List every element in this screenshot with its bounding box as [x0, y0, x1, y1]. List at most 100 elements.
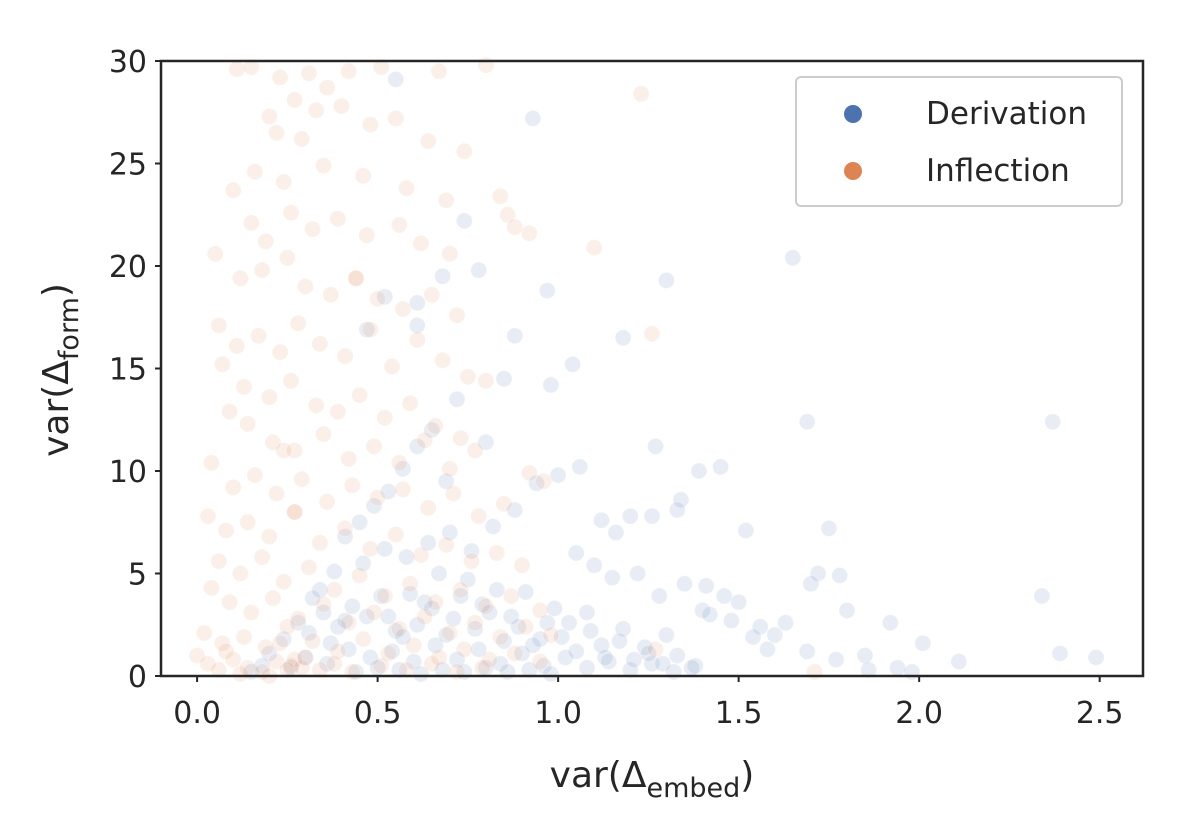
inflection-point — [286, 442, 304, 459]
derivation-point — [372, 587, 390, 605]
inflection-point — [246, 163, 264, 181]
derivation-point — [657, 626, 675, 644]
inflection-point — [354, 630, 372, 648]
inflection-point — [502, 587, 520, 605]
derivation-point — [405, 653, 423, 671]
inflection-point — [271, 68, 289, 86]
derivation-point — [722, 612, 740, 630]
inflection-point — [477, 372, 495, 390]
inflection-point — [278, 661, 296, 679]
derivation-point — [950, 653, 968, 671]
legend: Derivation Inflection — [795, 76, 1123, 207]
inflection-point — [203, 579, 220, 597]
inflection-point — [231, 269, 249, 287]
derivation-point — [448, 651, 466, 669]
inflection-point — [271, 343, 289, 361]
inflection-point — [365, 437, 383, 455]
inflection-point — [318, 79, 336, 97]
inflection-point — [488, 544, 506, 562]
y-tick-label: 0 — [128, 660, 147, 695]
inflection-point — [213, 355, 231, 373]
inflection-point — [426, 593, 444, 611]
inflection-point — [293, 130, 311, 148]
derivation-point — [408, 437, 426, 455]
inflection-point — [315, 595, 332, 613]
derivation-point — [686, 657, 704, 675]
inflection-point — [448, 306, 466, 324]
derivation-point — [856, 647, 874, 664]
derivation-point — [607, 524, 625, 541]
inflection-point — [481, 651, 498, 669]
inflection-point — [210, 661, 228, 679]
inflection-point — [239, 415, 257, 433]
inflection-point — [325, 655, 343, 673]
derivation-point — [593, 636, 610, 654]
derivation-point — [351, 513, 369, 531]
inflection-point — [221, 403, 239, 421]
derivation-point — [820, 519, 838, 537]
derivation-point — [448, 390, 466, 408]
derivation-point — [506, 501, 524, 519]
derivation-point — [322, 634, 340, 652]
y-tick-label: 20 — [109, 250, 147, 285]
inflection-point — [452, 581, 470, 599]
derivation-point — [629, 565, 647, 582]
legend-box — [795, 76, 1123, 207]
inflection-point — [513, 556, 531, 574]
inflection-point — [632, 85, 650, 103]
derivation-point — [549, 466, 567, 484]
derivation-point — [798, 413, 816, 431]
x-tick-label: 1.0 — [534, 696, 582, 731]
inflection-point — [441, 624, 459, 642]
derivation-point — [289, 614, 307, 632]
inflection-point — [188, 647, 206, 664]
derivation-point — [365, 497, 383, 515]
derivation-point — [567, 642, 585, 660]
derivation-point — [524, 109, 542, 127]
inflection-point — [506, 645, 524, 662]
inflection-point — [585, 239, 603, 257]
derivation-point — [379, 608, 397, 625]
derivation-point — [737, 522, 755, 539]
inflection-point — [466, 614, 484, 632]
inflection-point — [278, 249, 296, 267]
inflection-point — [376, 587, 394, 605]
inflection-point — [361, 321, 379, 339]
inflection-point — [412, 546, 430, 564]
inflection-point — [336, 347, 354, 365]
derivation-point — [766, 626, 784, 644]
inflection-point — [242, 214, 260, 232]
derivation-point — [318, 655, 336, 673]
derivation-point — [361, 649, 379, 666]
inflection-point — [213, 634, 231, 652]
inflection-point — [268, 485, 285, 502]
x-tick-label: 2.0 — [895, 696, 943, 731]
inflection-point — [296, 278, 314, 295]
derivation-point — [643, 507, 661, 525]
inflection-point — [340, 62, 358, 80]
inflection-point — [253, 548, 271, 566]
inflection-point — [401, 394, 419, 412]
legend-marker-derivation — [844, 105, 862, 123]
derivation-point — [470, 640, 488, 658]
derivation-point — [560, 614, 578, 632]
inflection-point — [300, 64, 318, 82]
x-tick-label: 1.5 — [715, 696, 763, 731]
inflection-point — [444, 485, 462, 502]
derivation-point — [426, 636, 444, 654]
series-inflection — [188, 56, 823, 685]
derivation-point — [412, 665, 430, 683]
inflection-point — [419, 132, 437, 150]
derivation-point — [701, 606, 719, 623]
inflection-point — [361, 540, 379, 558]
inflection-point — [463, 552, 480, 570]
inflection-point — [473, 659, 491, 677]
derivation-point — [564, 355, 582, 373]
derivation-point — [423, 599, 441, 617]
derivation-point — [434, 267, 452, 285]
y-tick-label: 25 — [109, 148, 147, 183]
derivation-point — [914, 634, 932, 652]
inflection-point — [495, 495, 513, 513]
inflection-point — [336, 519, 354, 537]
